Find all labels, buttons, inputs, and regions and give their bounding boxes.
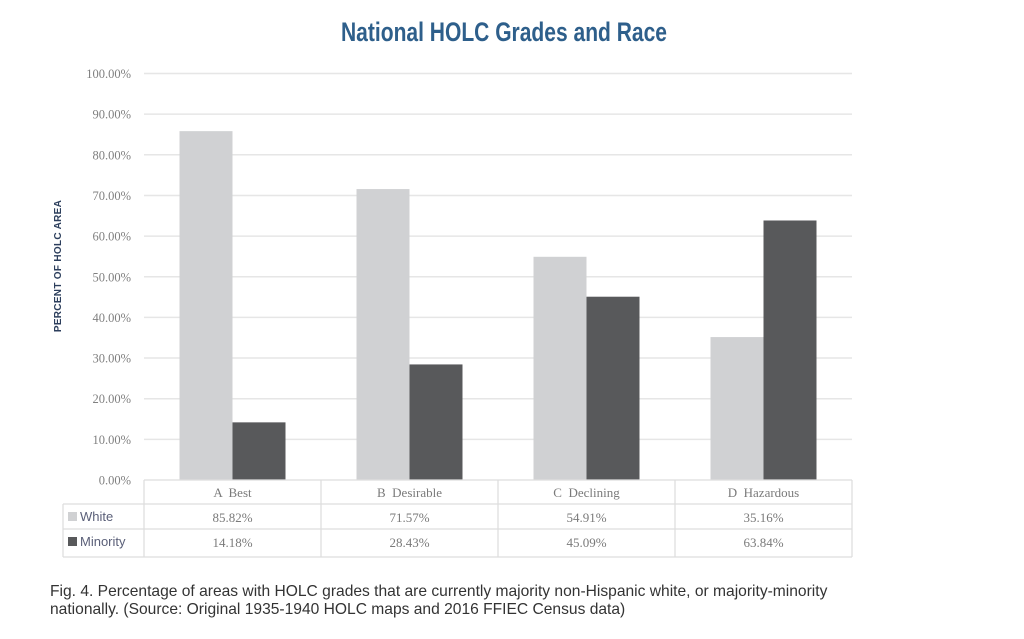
y-tick-label: 50.00%	[92, 270, 131, 284]
chart-title: National HOLC Grades and Race	[341, 17, 667, 47]
y-tick-label: 90.00%	[92, 108, 131, 122]
category-label: B Desirable	[377, 485, 442, 500]
data-label-white: 71.57%	[389, 510, 429, 525]
data-label-white: 54.91%	[566, 510, 606, 525]
bar-minority-0	[232, 422, 286, 480]
data-label-white: 35.16%	[743, 510, 783, 525]
bar-white-0	[179, 131, 233, 480]
category-label: D Hazardous	[728, 485, 799, 500]
data-label-white: 85.82%	[212, 510, 252, 525]
legend-swatch-white	[68, 512, 77, 521]
y-tick-label: 10.00%	[92, 433, 131, 447]
y-tick-label: 40.00%	[92, 311, 131, 325]
legend-label-minority: Minority	[80, 534, 126, 549]
y-tick-label: 70.00%	[92, 189, 131, 203]
bar-white-2	[533, 256, 587, 480]
bar-minority-1	[409, 364, 463, 480]
bar-white-3	[710, 337, 764, 480]
bars	[179, 131, 817, 481]
data-table: A Best B Desirable C Declining D Hazardous W…	[62, 479, 853, 558]
data-label-minority: 28.43%	[389, 535, 429, 550]
data-label-minority: 45.09%	[566, 535, 606, 550]
figure-caption: Fig. 4. Percentage of areas with HOLC gr…	[50, 583, 1024, 619]
y-tick-label: 0.00%	[99, 474, 131, 488]
legend-label-white: White	[80, 509, 113, 524]
legend-swatch-minority	[68, 537, 77, 546]
bar-minority-3	[763, 220, 817, 480]
y-tick-label: 100.00%	[86, 67, 131, 81]
y-axis-label: PERCENT OF HOLC AREA	[53, 200, 64, 332]
y-tick-label: 20.00%	[92, 392, 131, 406]
gridlines	[144, 72, 852, 441]
caption-line-2: nationally. (Source: Original 1935-1940 …	[50, 601, 626, 618]
category-label: C Declining	[553, 485, 620, 500]
bar-white-1	[356, 189, 410, 481]
bar-minority-2	[586, 296, 640, 480]
y-tick-label: 60.00%	[92, 230, 131, 244]
category-label: A Best	[213, 485, 252, 500]
y-tick-label: 80.00%	[92, 148, 131, 162]
y-tick-label: 30.00%	[92, 352, 131, 366]
caption-line-1: Fig. 4. Percentage of areas with HOLC gr…	[50, 583, 828, 600]
chart: National HOLC Grades and Race PERCENT OF…	[53, 17, 853, 558]
data-label-minority: 14.18%	[212, 535, 252, 550]
data-label-minority: 63.84%	[743, 535, 783, 550]
y-tick-labels: 0.00% 10.00% 20.00% 30.00% 40.00% 50.00% 60.00…	[86, 67, 131, 488]
